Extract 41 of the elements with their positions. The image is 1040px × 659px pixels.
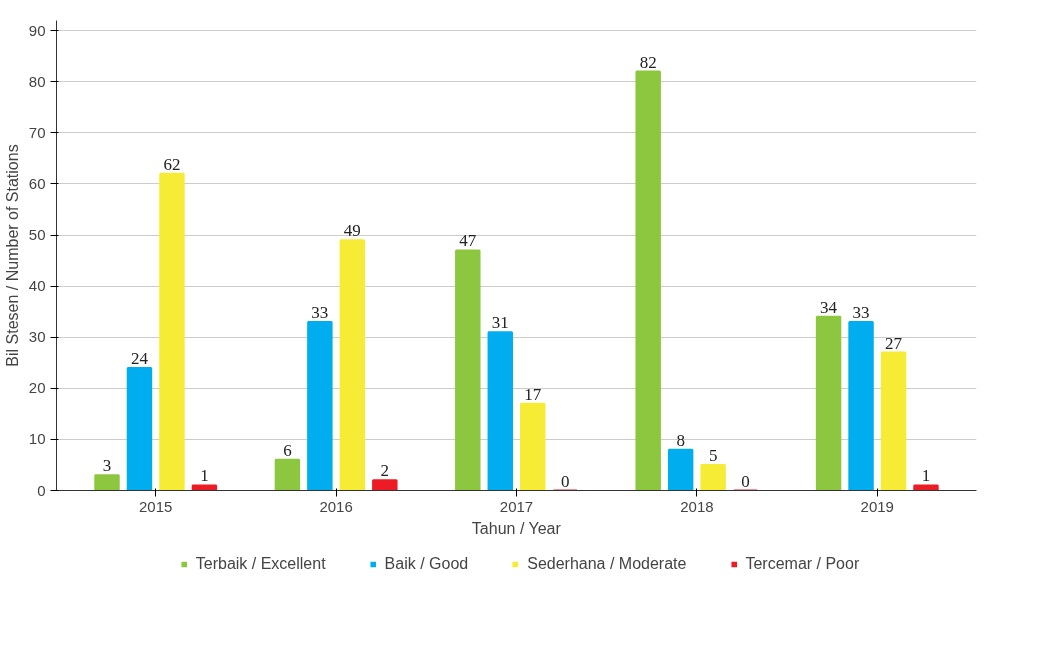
legend-label: Terbaik / Excellent <box>195 555 326 573</box>
y-tick-label: 90 <box>28 21 46 39</box>
data-label: 82 <box>639 52 657 72</box>
data-label: 0 <box>560 471 570 491</box>
y-tick-label: 50 <box>28 226 46 244</box>
y-tick-label: 60 <box>28 174 46 192</box>
data-label: 6 <box>283 440 292 460</box>
data-label: 1 <box>921 466 931 486</box>
legend-label: Sederhana / Moderate <box>527 555 687 573</box>
data-label: 27 <box>885 333 903 353</box>
data-label: 5 <box>708 445 718 465</box>
data-label: 34 <box>820 297 838 317</box>
data-label: 24 <box>130 348 149 368</box>
data-label: 1 <box>200 466 209 486</box>
y-tick-label: 80 <box>28 72 46 90</box>
x-tick-label: 2016 <box>319 497 353 515</box>
data-label: 47 <box>459 231 477 251</box>
data-label: 0 <box>741 471 750 491</box>
y-tick-label: 10 <box>28 430 46 448</box>
data-label: 3 <box>102 456 112 476</box>
legend-label: Tercemar / Poor <box>745 555 860 573</box>
data-label: 33 <box>852 302 870 322</box>
data-label: 17 <box>524 384 542 404</box>
y-axis-title: Bil Stesen / Number of Stations <box>3 144 21 367</box>
data-label: 33 <box>311 302 329 322</box>
y-tick-label: 0 <box>37 481 46 499</box>
data-label: 8 <box>676 430 685 450</box>
data-label: 31 <box>491 313 509 333</box>
y-tick-label: 20 <box>28 379 46 397</box>
data-label: 62 <box>163 154 181 174</box>
data-label: 49 <box>343 221 361 241</box>
data-label: 2 <box>380 461 390 481</box>
y-tick-label: 40 <box>28 277 46 295</box>
x-tick-label: 2015 <box>139 497 173 515</box>
y-tick-label: 70 <box>28 123 46 141</box>
x-tick-label: 2019 <box>860 497 894 515</box>
x-axis-title: Tahun / Year <box>471 519 562 537</box>
x-tick-label: 2018 <box>680 497 714 515</box>
legend-label: Baik / Good <box>384 555 469 573</box>
x-tick-label: 2017 <box>499 497 534 515</box>
y-tick-label: 30 <box>28 328 46 346</box>
